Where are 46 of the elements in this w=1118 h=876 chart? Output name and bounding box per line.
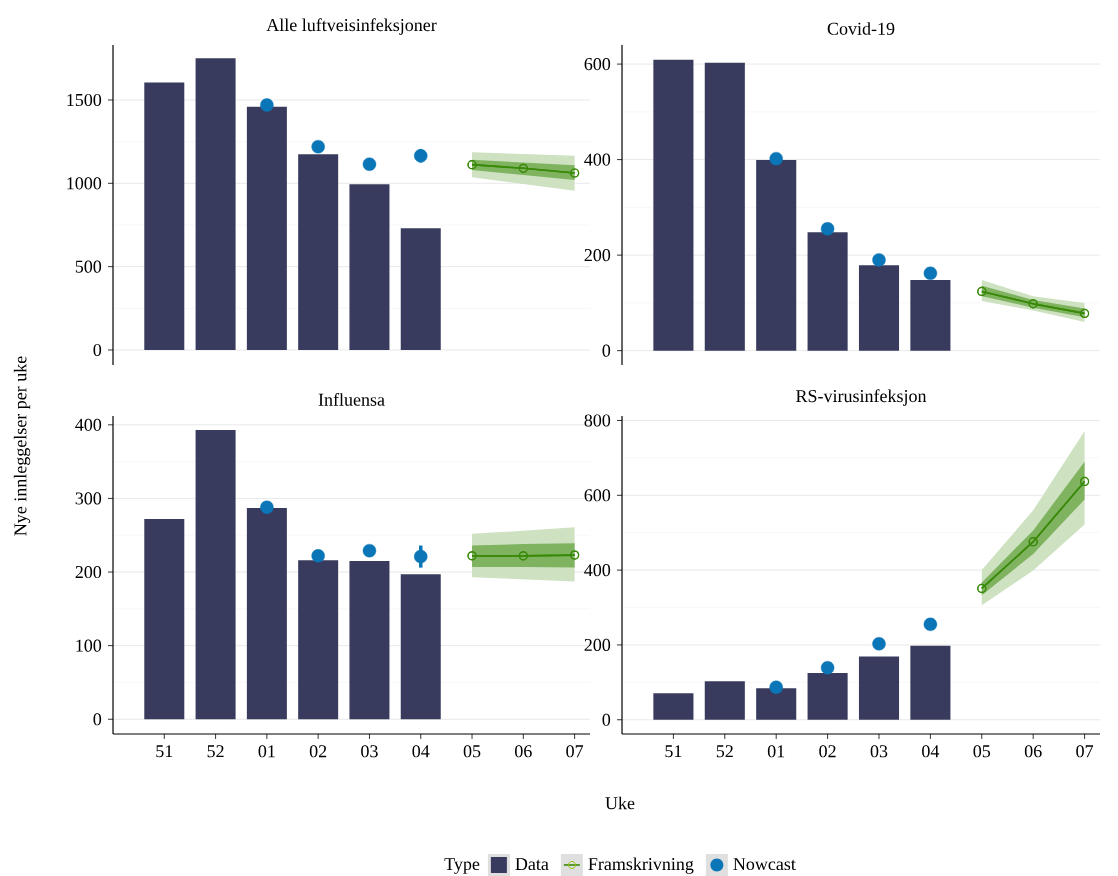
x-tick-label: 01 <box>767 745 785 758</box>
chart-title: Influensa <box>318 392 385 406</box>
legend-label: Nowcast <box>733 858 796 871</box>
x-tick-label: 02 <box>309 745 327 758</box>
y-tick-label: 100 <box>76 639 102 652</box>
x-tick-label: 07 <box>1076 745 1094 758</box>
x-tick-label: 01 <box>258 745 275 758</box>
x-tick-label: 03 <box>870 745 888 758</box>
y-tick-label: 500 <box>75 260 102 273</box>
y-tick-label: 0 <box>602 344 611 357</box>
x-tick-label: 05 <box>463 745 481 758</box>
y-tick-label: 0 <box>93 713 102 726</box>
x-tick-label: 05 <box>973 745 991 758</box>
y-tick-label: 200 <box>584 249 611 262</box>
x-tick-label: 03 <box>361 745 378 758</box>
x-tick-label: 04 <box>412 745 430 758</box>
y-axis-title: Nye innleggelser per uke <box>13 356 31 536</box>
y-tick-label: 400 <box>584 564 611 577</box>
chart-title: Alle luftveisinfeksjoner <box>266 18 437 35</box>
y-tick-label: 0 <box>93 343 102 357</box>
y-tick-label: 1000 <box>67 177 102 190</box>
legend-label: Framskrivning <box>588 857 694 874</box>
legend-label: Data <box>515 858 549 871</box>
chart-title: Covid-19 <box>827 22 895 35</box>
y-tick-label: 400 <box>584 153 611 166</box>
x-tick-label: 04 <box>922 745 940 758</box>
x-axis-title: Uke <box>605 796 635 810</box>
y-tick-label: 1500 <box>67 93 102 107</box>
x-tick-label: 51 <box>665 745 682 758</box>
y-tick-label: 0 <box>602 713 611 726</box>
y-tick-label: 800 <box>584 414 611 427</box>
legend-title: Type <box>444 858 480 874</box>
y-tick-label: 200 <box>584 638 611 652</box>
x-tick-label: 02 <box>819 745 836 758</box>
y-tick-label: 200 <box>75 565 102 579</box>
y-tick-label: 400 <box>75 418 102 431</box>
x-tick-label: 52 <box>207 745 224 758</box>
chart-title: RS-virusinfeksjon <box>796 389 927 406</box>
y-tick-label: 600 <box>584 489 611 502</box>
y-tick-label: 300 <box>75 492 102 505</box>
y-tick-label: 600 <box>584 58 611 71</box>
x-tick-label: 06 <box>515 745 532 758</box>
x-tick-label: 51 <box>156 745 173 758</box>
x-tick-label: 07 <box>566 745 584 758</box>
x-tick-label: 06 <box>1024 745 1042 758</box>
x-tick-label: 52 <box>716 745 733 758</box>
